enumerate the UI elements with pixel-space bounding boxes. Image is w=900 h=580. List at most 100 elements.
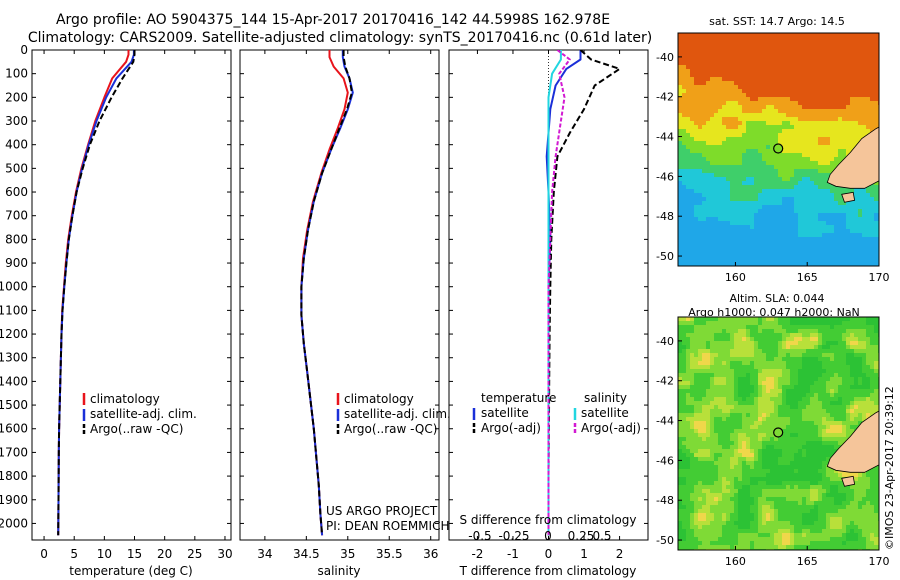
map-cell	[714, 129, 718, 133]
map-cell	[726, 397, 730, 401]
map-cell	[694, 173, 698, 177]
map-cell	[806, 245, 810, 249]
map-cell	[874, 37, 878, 41]
map-cell	[862, 349, 866, 353]
map-cell	[834, 137, 838, 141]
map-cell	[742, 177, 746, 181]
map-cell	[690, 261, 694, 265]
map-cell	[810, 201, 814, 205]
map-cell	[770, 397, 774, 401]
map-cell	[710, 157, 714, 161]
map-cell	[858, 237, 862, 241]
map-cell	[870, 97, 874, 101]
map-cell	[770, 193, 774, 197]
map-cell	[842, 345, 846, 349]
map-cell	[734, 117, 738, 121]
map-cell	[798, 41, 802, 45]
map-cell	[778, 93, 782, 97]
map-cell	[682, 377, 686, 381]
map-cell	[750, 221, 754, 225]
map-cell	[734, 221, 738, 225]
map-cell	[686, 61, 690, 65]
map-cell	[730, 381, 734, 385]
map-cell	[690, 441, 694, 445]
map-cell	[702, 189, 706, 193]
map-cell	[766, 405, 770, 409]
map-cell	[718, 317, 722, 321]
map-cell	[782, 437, 786, 441]
map-cell	[694, 45, 698, 49]
map-cell	[770, 333, 774, 337]
map-cell	[782, 129, 786, 133]
map-cell	[702, 241, 706, 245]
map-cell	[754, 369, 758, 373]
map-cell	[690, 201, 694, 205]
map-cell	[754, 93, 758, 97]
map-cell	[774, 93, 778, 97]
map-cell	[690, 225, 694, 229]
map-cell	[762, 353, 766, 357]
map-cell	[830, 393, 834, 397]
map-cell	[682, 45, 686, 49]
map-cell	[710, 217, 714, 221]
map-cell	[686, 449, 690, 453]
map-cell	[710, 189, 714, 193]
map-cell	[786, 77, 790, 81]
map-cell	[870, 109, 874, 113]
map-cell	[826, 77, 830, 81]
map-cell	[858, 325, 862, 329]
map-cell	[854, 389, 858, 393]
map-cell	[854, 205, 858, 209]
map-cell	[734, 353, 738, 357]
map-cell	[698, 61, 702, 65]
map-cell	[778, 253, 782, 257]
map-cell	[762, 225, 766, 229]
map-cell	[802, 49, 806, 53]
map-cell	[710, 445, 714, 449]
map-cell	[686, 349, 690, 353]
map-cell	[806, 33, 810, 37]
map-cell	[870, 209, 874, 213]
y-tick-label: 1300	[0, 351, 28, 365]
map-cell	[822, 353, 826, 357]
map-cell	[742, 97, 746, 101]
map-cell	[826, 257, 830, 261]
map-cell	[722, 181, 726, 185]
map-cell	[702, 245, 706, 249]
map-cell	[706, 369, 710, 373]
map-cell	[678, 449, 682, 453]
map-cell	[678, 105, 682, 109]
y-tick-label: 800	[5, 232, 28, 246]
map-cell	[790, 233, 794, 237]
map-cell	[838, 101, 842, 105]
map-cell	[834, 421, 838, 425]
map-cell	[786, 113, 790, 117]
map-cell	[790, 69, 794, 73]
map-cell	[794, 53, 798, 57]
map-cell	[778, 329, 782, 333]
map-cell	[770, 201, 774, 205]
map-cell	[826, 53, 830, 57]
map-cell	[862, 125, 866, 129]
map-cell	[822, 101, 826, 105]
map-cell	[814, 257, 818, 261]
map-cell	[770, 417, 774, 421]
map-cell	[838, 97, 842, 101]
map-cell	[738, 361, 742, 365]
map-cell	[722, 357, 726, 361]
map-cell	[810, 73, 814, 77]
map-cell	[786, 53, 790, 57]
map-cell	[862, 97, 866, 101]
map-cell	[818, 381, 822, 385]
map-cell	[706, 345, 710, 349]
map-cell	[870, 85, 874, 89]
map-cell	[754, 213, 758, 217]
map-cell	[690, 253, 694, 257]
map-cell	[778, 433, 782, 437]
map-cell	[810, 41, 814, 45]
map-cell	[778, 245, 782, 249]
map-cell	[862, 101, 866, 105]
map-cell	[718, 417, 722, 421]
map-cell	[806, 161, 810, 165]
map-cell	[790, 353, 794, 357]
